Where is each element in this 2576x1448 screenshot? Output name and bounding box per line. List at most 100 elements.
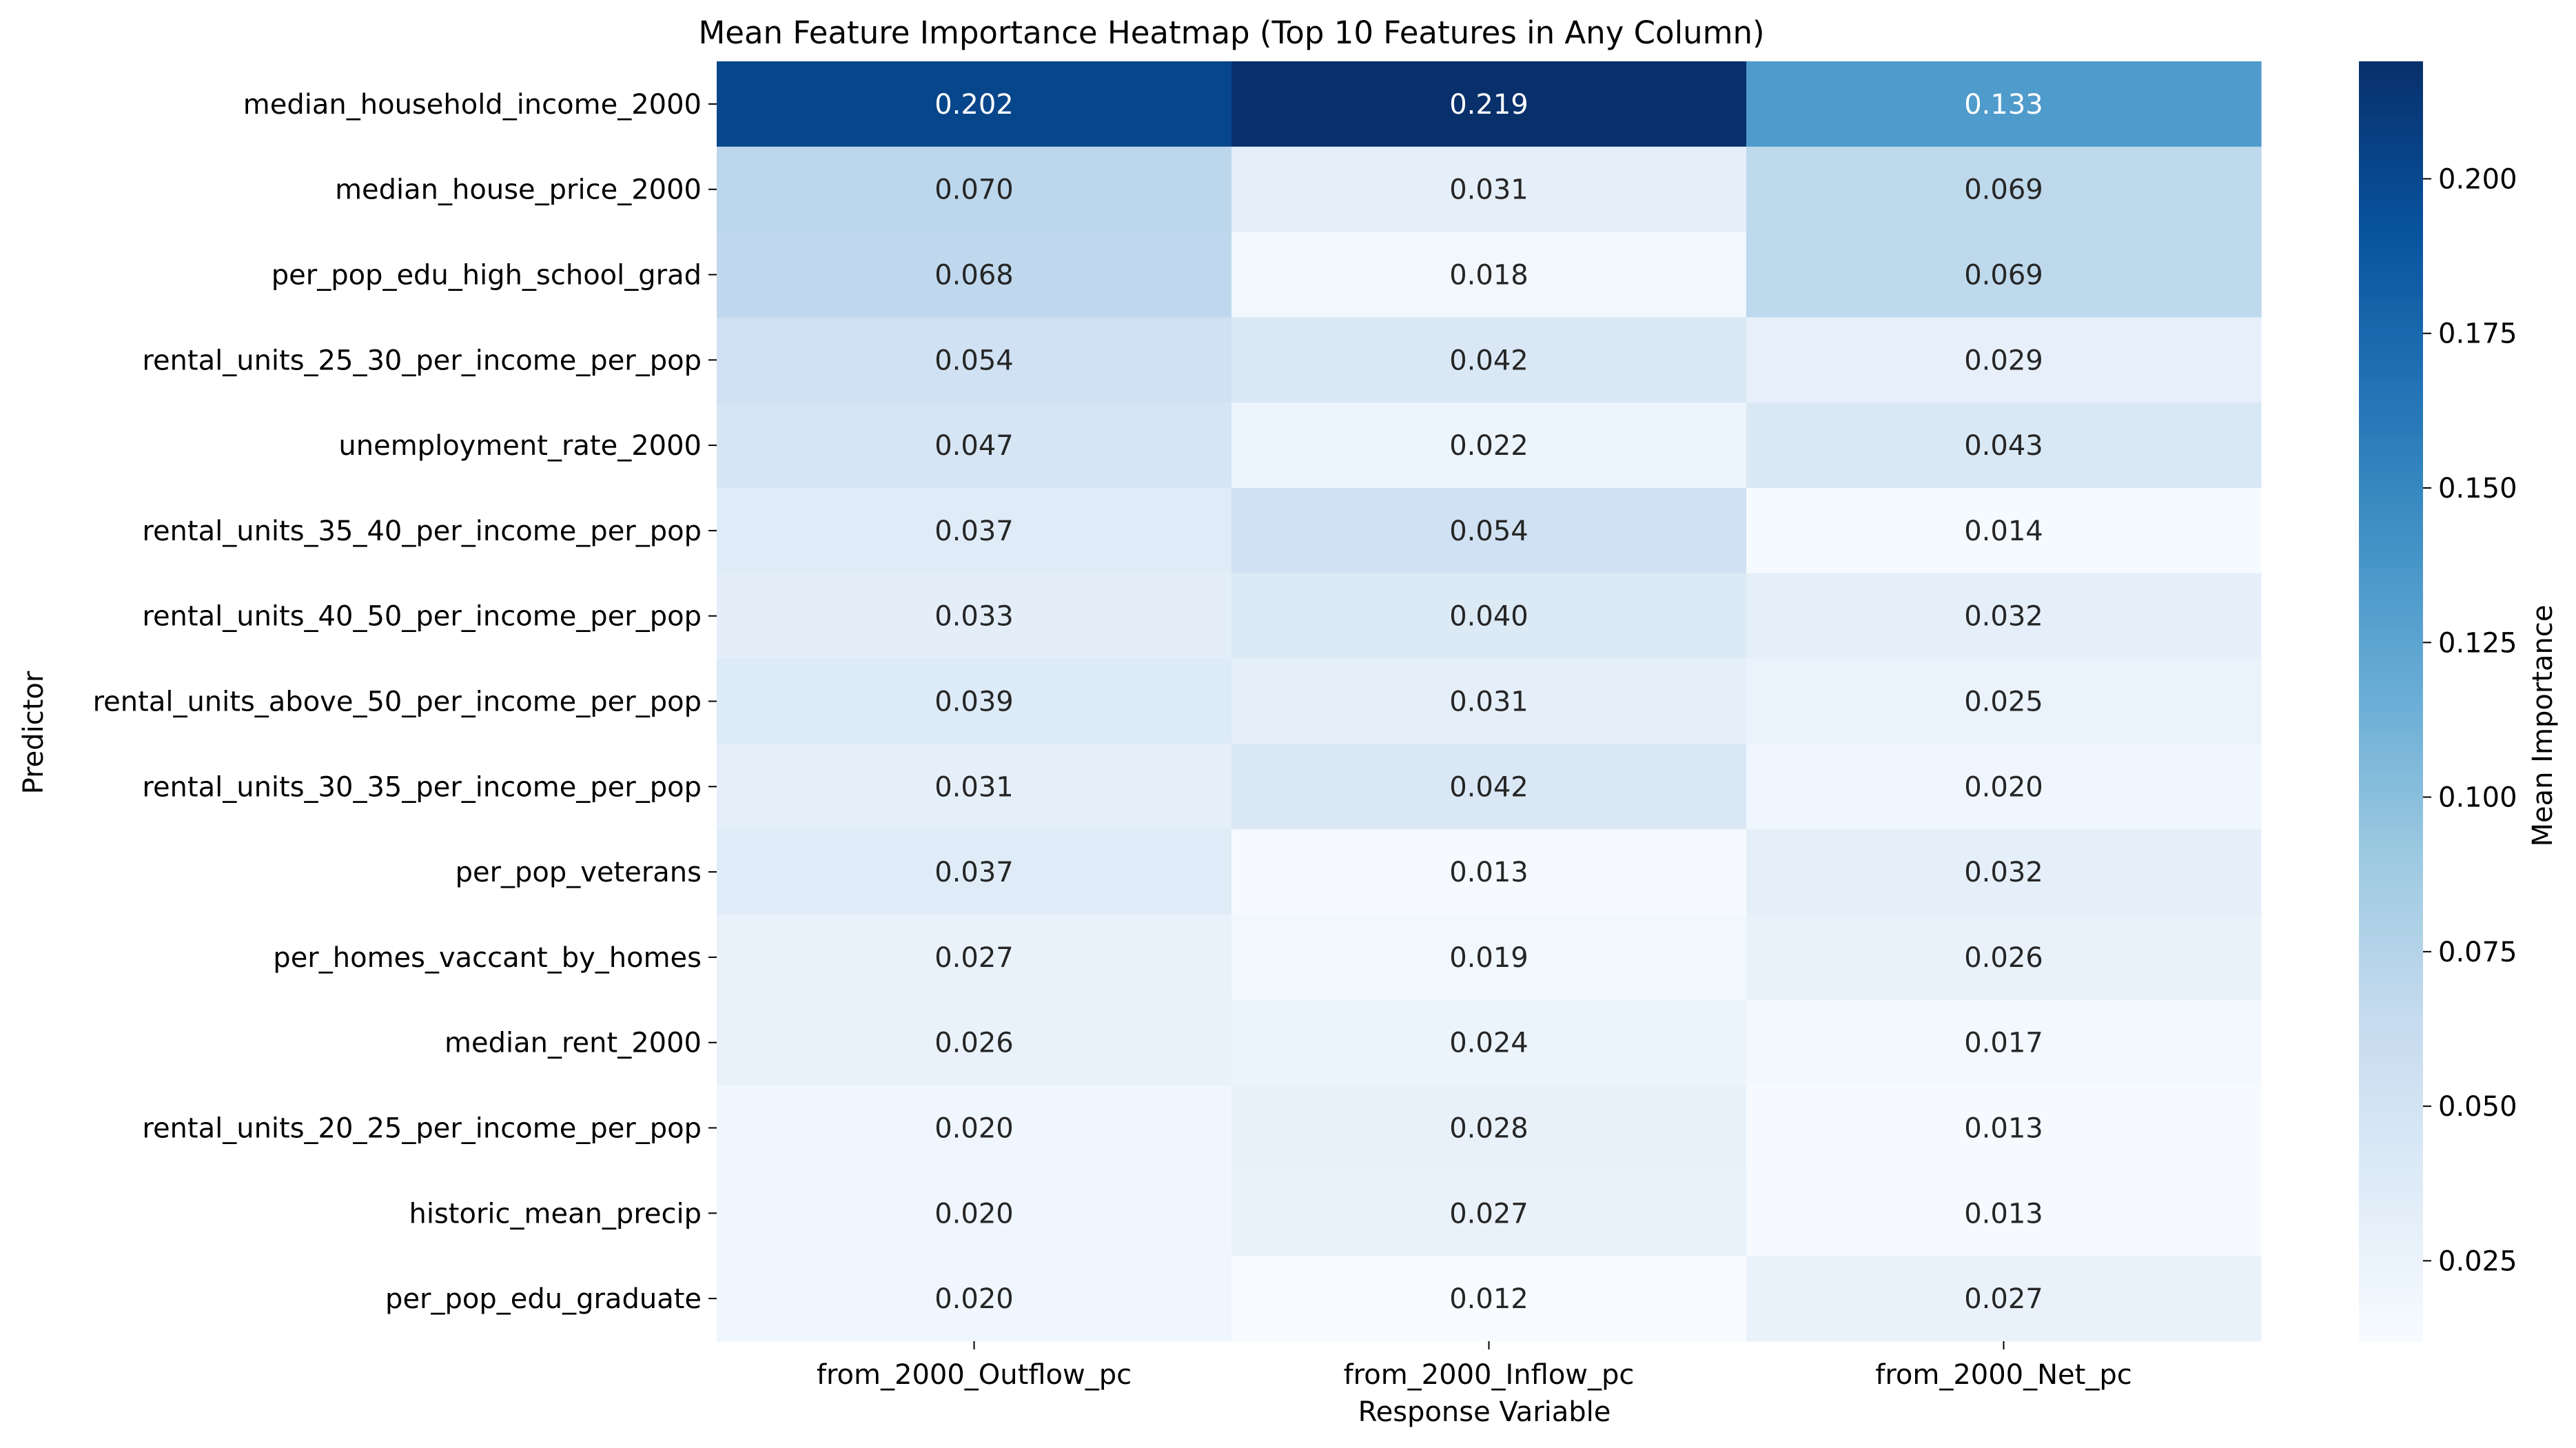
colorbar: 0.025 0.050 0.075 0.100 0.125 0.150 0.175 0.200 <box>2359 61 2517 1342</box>
colorbar-segment <box>2359 792 2423 798</box>
colorbar-segment <box>2359 648 2423 654</box>
colorbar-segment <box>2359 637 2423 644</box>
cell-value-label: 0.031 <box>934 771 1014 803</box>
cell-value-label: 0.026 <box>1964 942 2043 974</box>
colorbar-segment <box>2359 765 2423 771</box>
colorbar-segment <box>2359 834 2423 841</box>
colorbar-segment <box>2359 530 2423 537</box>
row-label: per_pop_veterans <box>456 857 702 888</box>
colorbar-tick-label: 0.175 <box>2438 318 2517 350</box>
heatmap-cell <box>717 573 1232 660</box>
colorbar-segment <box>2359 1170 2423 1176</box>
colorbar-segment <box>2359 631 2423 638</box>
colorbar-segment <box>2359 578 2423 585</box>
colorbar-segment <box>2359 61 2423 68</box>
heatmap-cell <box>1231 1085 1747 1171</box>
cell-value-label: 0.202 <box>934 89 1014 121</box>
colorbar-segment <box>2359 493 2423 500</box>
heatmap-cell <box>1231 999 1747 1086</box>
cell-value-label: 0.070 <box>934 174 1014 206</box>
colorbar-segment <box>2359 253 2423 260</box>
heatmap-cell <box>1231 915 1747 1001</box>
colorbar-segment <box>2359 167 2423 174</box>
colorbar-segment <box>2359 775 2423 782</box>
colorbar-segment <box>2359 802 2423 809</box>
colorbar-segment <box>2359 1010 2423 1017</box>
colorbar-segment <box>2359 146 2423 153</box>
heatmap-cell <box>1231 61 1747 147</box>
cell-value-label: 0.020 <box>934 1283 1014 1315</box>
colorbar-segment <box>2359 904 2423 910</box>
heatmap-cell <box>717 1085 1232 1171</box>
heatmap-cell <box>1746 1170 2262 1256</box>
colorbar-segment <box>2359 968 2423 974</box>
colorbar-segment <box>2359 338 2423 345</box>
colorbar-segment <box>2359 685 2423 691</box>
colorbar-segment <box>2359 296 2423 302</box>
colorbar-segment <box>2359 557 2423 564</box>
colorbar-segment <box>2359 861 2423 868</box>
colorbar-segment <box>2359 269 2423 276</box>
row-label: median_house_price_2000 <box>335 174 702 206</box>
colorbar-segment <box>2359 935 2423 942</box>
heatmap-cell <box>1746 573 2262 660</box>
colorbar-segment <box>2359 898 2423 905</box>
colorbar-segment <box>2359 1330 2423 1337</box>
colorbar-segment <box>2359 621 2423 627</box>
colorbar-segment <box>2359 839 2423 846</box>
colorbar-segment <box>2359 658 2423 665</box>
heatmap-cell <box>717 829 1232 915</box>
colorbar-segment <box>2359 1053 2423 1059</box>
colorbar-segment <box>2359 919 2423 926</box>
colorbar-segment <box>2359 200 2423 206</box>
colorbar-segment <box>2359 1165 2423 1172</box>
colorbar-segment <box>2359 1159 2423 1166</box>
colorbar-segment <box>2359 504 2423 510</box>
colorbar-segment <box>2359 237 2423 243</box>
colorbar-segment <box>2359 642 2423 649</box>
cell-value-label: 0.039 <box>934 686 1014 718</box>
colorbar-segment <box>2359 1069 2423 1075</box>
colorbar-segment <box>2359 99 2423 105</box>
colorbar-segment <box>2359 915 2423 921</box>
colorbar-segment <box>2359 477 2423 484</box>
colorbar-segment <box>2359 376 2423 383</box>
heatmap-cell <box>717 61 1232 147</box>
colorbar-segment <box>2359 72 2423 79</box>
cell-value-label: 0.054 <box>1449 516 1529 547</box>
colorbar-segment <box>2359 845 2423 851</box>
colorbar-segment <box>2359 605 2423 611</box>
colorbar-segment <box>2359 989 2423 995</box>
colorbar-segment <box>2359 1101 2423 1108</box>
colorbar-segment <box>2359 1250 2423 1256</box>
row-label: median_household_income_2000 <box>243 89 702 121</box>
colorbar-segment <box>2359 1021 2423 1028</box>
colorbar-segment <box>2359 1309 2423 1316</box>
heatmap-cell <box>1746 488 2262 574</box>
colorbar-tick-label: 0.050 <box>2438 1091 2517 1123</box>
colorbar-segment <box>2359 157 2423 163</box>
colorbar-segment <box>2359 247 2423 254</box>
colorbar-segment <box>2359 626 2423 633</box>
cell-value-label: 0.133 <box>1964 89 2043 121</box>
colorbar-segment <box>2359 999 2423 1006</box>
y-axis-label: Predictor <box>18 671 50 794</box>
colorbar-segment <box>2359 1298 2423 1305</box>
heatmap-cell <box>1746 1256 2262 1342</box>
heatmap-cell <box>717 915 1232 1001</box>
colorbar-segment <box>2359 306 2423 313</box>
colorbar-segment <box>2359 114 2423 121</box>
colorbar-segment <box>2359 695 2423 702</box>
colorbar-segment <box>2359 1133 2423 1139</box>
colorbar-segment <box>2359 691 2423 697</box>
colorbar-segment <box>2359 1085 2423 1092</box>
colorbar-segment <box>2359 407 2423 414</box>
colorbar-segment <box>2359 1117 2423 1123</box>
cell-value-label: 0.018 <box>1449 260 1529 292</box>
colorbar-segment <box>2359 952 2423 958</box>
colorbar-segment <box>2359 888 2423 894</box>
colorbar-segment <box>2359 424 2423 430</box>
colorbar-segment <box>2359 274 2423 281</box>
colorbar-tick-label: 0.025 <box>2438 1245 2517 1277</box>
colorbar-segment <box>2359 232 2423 238</box>
